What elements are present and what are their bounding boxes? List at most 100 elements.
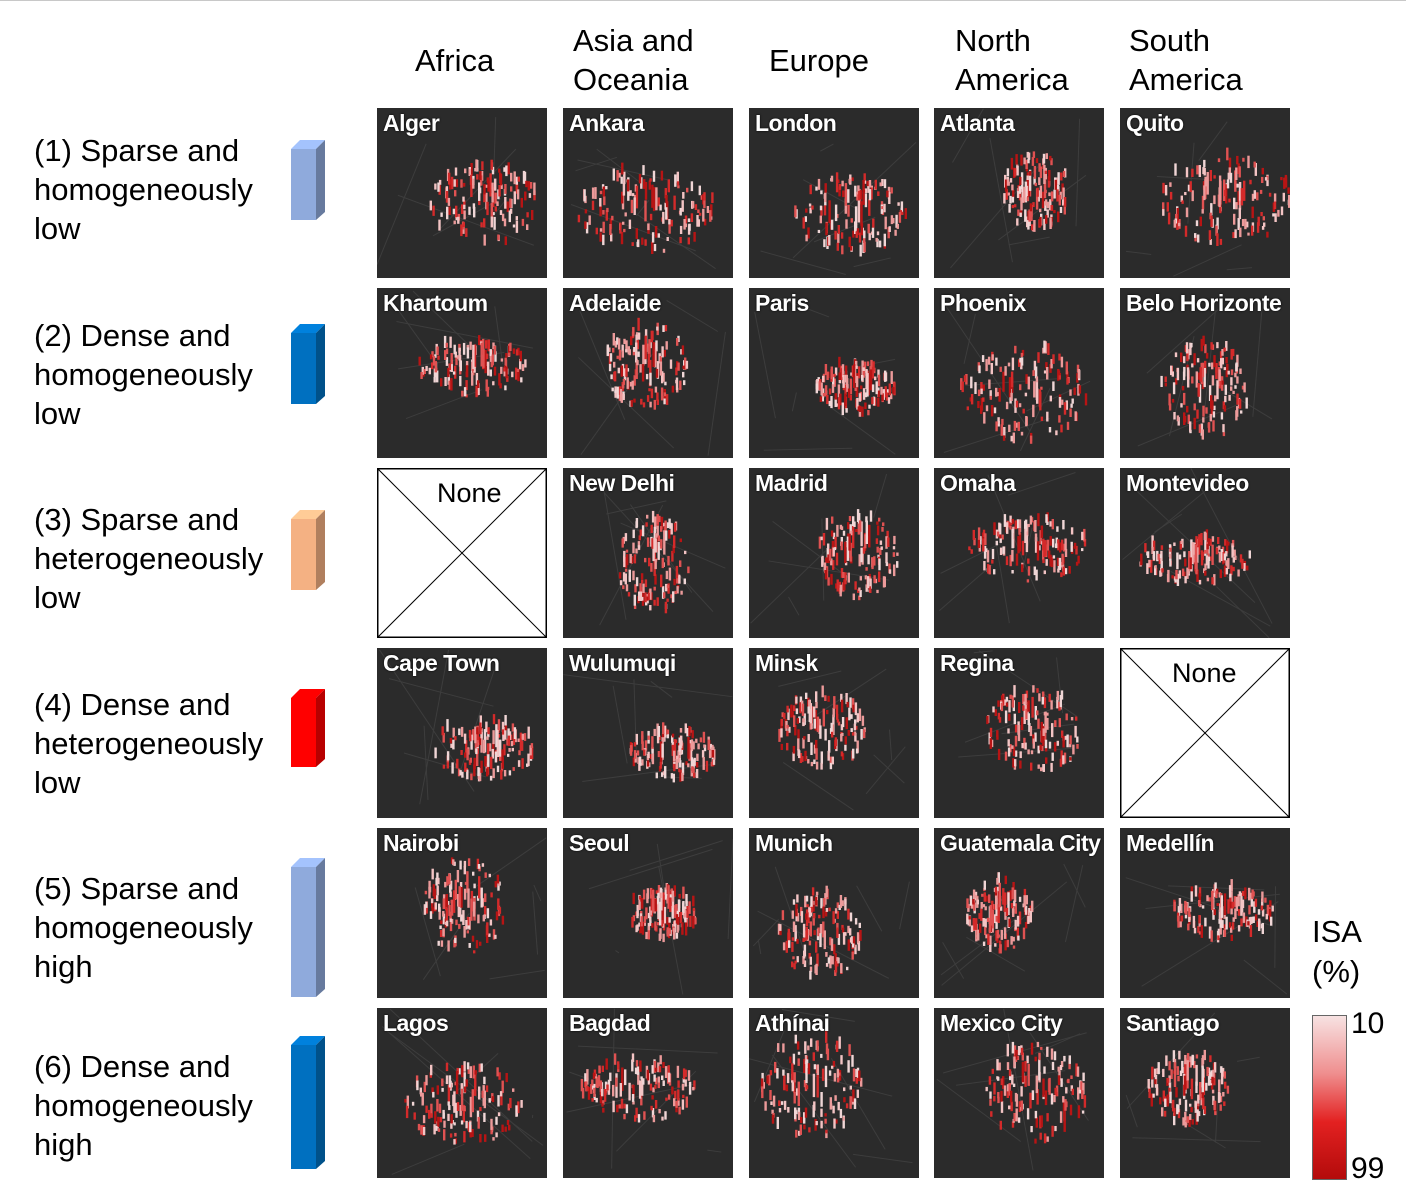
city-name: Omaha <box>940 470 1016 496</box>
city-map-image <box>563 1008 733 1178</box>
category-bar-1 <box>291 140 325 220</box>
city-name: London <box>755 110 837 136</box>
city-name: Mexico City <box>940 1010 1063 1036</box>
category-bar-top <box>291 510 325 519</box>
city-map-tile: Bagdad <box>563 1008 733 1178</box>
category-bar-front <box>291 698 316 767</box>
city-name: Minsk <box>755 650 818 676</box>
city-map-tile: Lagos <box>377 1008 547 1178</box>
city-map-image <box>934 468 1104 638</box>
empty-cell: None <box>377 468 547 638</box>
legend-colorbar <box>1312 1015 1347 1180</box>
city-name: Khartoum <box>383 290 488 316</box>
city-map-tile: Munich <box>749 828 919 998</box>
city-name: Phoenix <box>940 290 1026 316</box>
city-map-image <box>934 108 1104 278</box>
category-bar-2 <box>291 324 325 404</box>
category-bar-side <box>316 510 325 590</box>
row-label-4: (4) Dense and heterogeneously low <box>34 687 264 800</box>
city-map-tile: Madrid <box>749 468 919 638</box>
city-name: Guatemala City <box>940 830 1101 856</box>
city-name: Wulumuqi <box>569 650 676 676</box>
city-map-image <box>749 108 919 278</box>
category-bar-front <box>291 867 316 997</box>
city-map-image <box>749 828 919 998</box>
city-map-tile: Athínai <box>749 1008 919 1178</box>
city-name: Belo Horizonte <box>1126 290 1282 316</box>
city-map-tile: Paris <box>749 288 919 458</box>
city-map-image <box>563 468 733 638</box>
city-name: Regina <box>940 650 1014 676</box>
city-name: Paris <box>755 290 809 316</box>
city-map-tile: Atlanta <box>934 108 1104 278</box>
city-map-image <box>377 108 547 278</box>
city-name: New Delhi <box>569 470 675 496</box>
city-map-image <box>934 1008 1104 1178</box>
city-map-image <box>934 828 1104 998</box>
city-name: Lagos <box>383 1010 449 1036</box>
city-name: Medellín <box>1126 830 1215 856</box>
city-map-image <box>377 828 547 998</box>
category-bar-top <box>291 324 325 333</box>
category-bar-6 <box>291 1036 325 1169</box>
city-name: Madrid <box>755 470 828 496</box>
city-map-tile: Ankara <box>563 108 733 278</box>
city-map-tile: Adelaide <box>563 288 733 458</box>
city-map-tile: Belo Horizonte <box>1120 288 1290 458</box>
top-rule <box>0 0 1406 1</box>
none-label: None <box>437 478 502 508</box>
column-header-1: Asia and Oceania <box>573 23 694 97</box>
category-bar-top <box>291 140 325 149</box>
city-name: Athínai <box>755 1010 830 1036</box>
city-map-tile: New Delhi <box>563 468 733 638</box>
city-name: Bagdad <box>569 1010 651 1036</box>
city-map-image <box>934 648 1104 818</box>
city-map-image <box>1120 468 1290 638</box>
city-map-tile: Cape Town <box>377 648 547 818</box>
city-map-tile: Alger <box>377 108 547 278</box>
city-name: Adelaide <box>569 290 661 316</box>
city-name: Seoul <box>569 830 630 856</box>
city-name: Alger <box>383 110 440 136</box>
city-map-image <box>563 108 733 278</box>
category-bar-front <box>291 149 316 220</box>
city-map-tile: Mexico City <box>934 1008 1104 1178</box>
city-map-image <box>1120 288 1290 458</box>
row-label-1: (1) Sparse and homogeneously low <box>34 133 253 246</box>
city-name: Cape Town <box>383 650 500 676</box>
city-name: Santiago <box>1126 1010 1220 1036</box>
city-map-tile: Guatemala City <box>934 828 1104 998</box>
category-bar-front <box>291 1045 316 1169</box>
city-map-tile: Phoenix <box>934 288 1104 458</box>
city-map-image <box>1120 828 1290 998</box>
city-map-image <box>934 288 1104 458</box>
city-name: Montevideo <box>1126 470 1249 496</box>
city-map-image <box>749 1008 919 1178</box>
city-map-tile: Khartoum <box>377 288 547 458</box>
city-map-image <box>749 468 919 638</box>
city-name: Munich <box>755 830 833 856</box>
city-name: Quito <box>1126 110 1184 136</box>
city-map-tile: London <box>749 108 919 278</box>
category-bar-side <box>316 140 325 220</box>
city-map-tile: Montevideo <box>1120 468 1290 638</box>
city-map-image <box>749 288 919 458</box>
city-map-image <box>749 648 919 818</box>
category-bar-front <box>291 519 316 590</box>
city-map-image <box>563 828 733 998</box>
row-label-3: (3) Sparse and heterogeneously low <box>34 502 264 615</box>
category-bar-front <box>291 333 316 404</box>
city-map-tile: Minsk <box>749 648 919 818</box>
city-name: Nairobi <box>383 830 459 856</box>
city-map-image <box>1120 1008 1290 1178</box>
legend-max-value: 99 <box>1351 1152 1385 1185</box>
city-map-tile: Nairobi <box>377 828 547 998</box>
category-bar-4 <box>291 689 325 767</box>
city-map-image <box>377 288 547 458</box>
category-bar-side <box>316 858 325 997</box>
category-bar-top <box>291 858 325 867</box>
city-map-tile: Medellín <box>1120 828 1290 998</box>
row-label-5: (5) Sparse and homogeneously high <box>34 871 253 984</box>
city-map-image <box>1120 108 1290 278</box>
column-header-2: Europe <box>769 42 869 78</box>
